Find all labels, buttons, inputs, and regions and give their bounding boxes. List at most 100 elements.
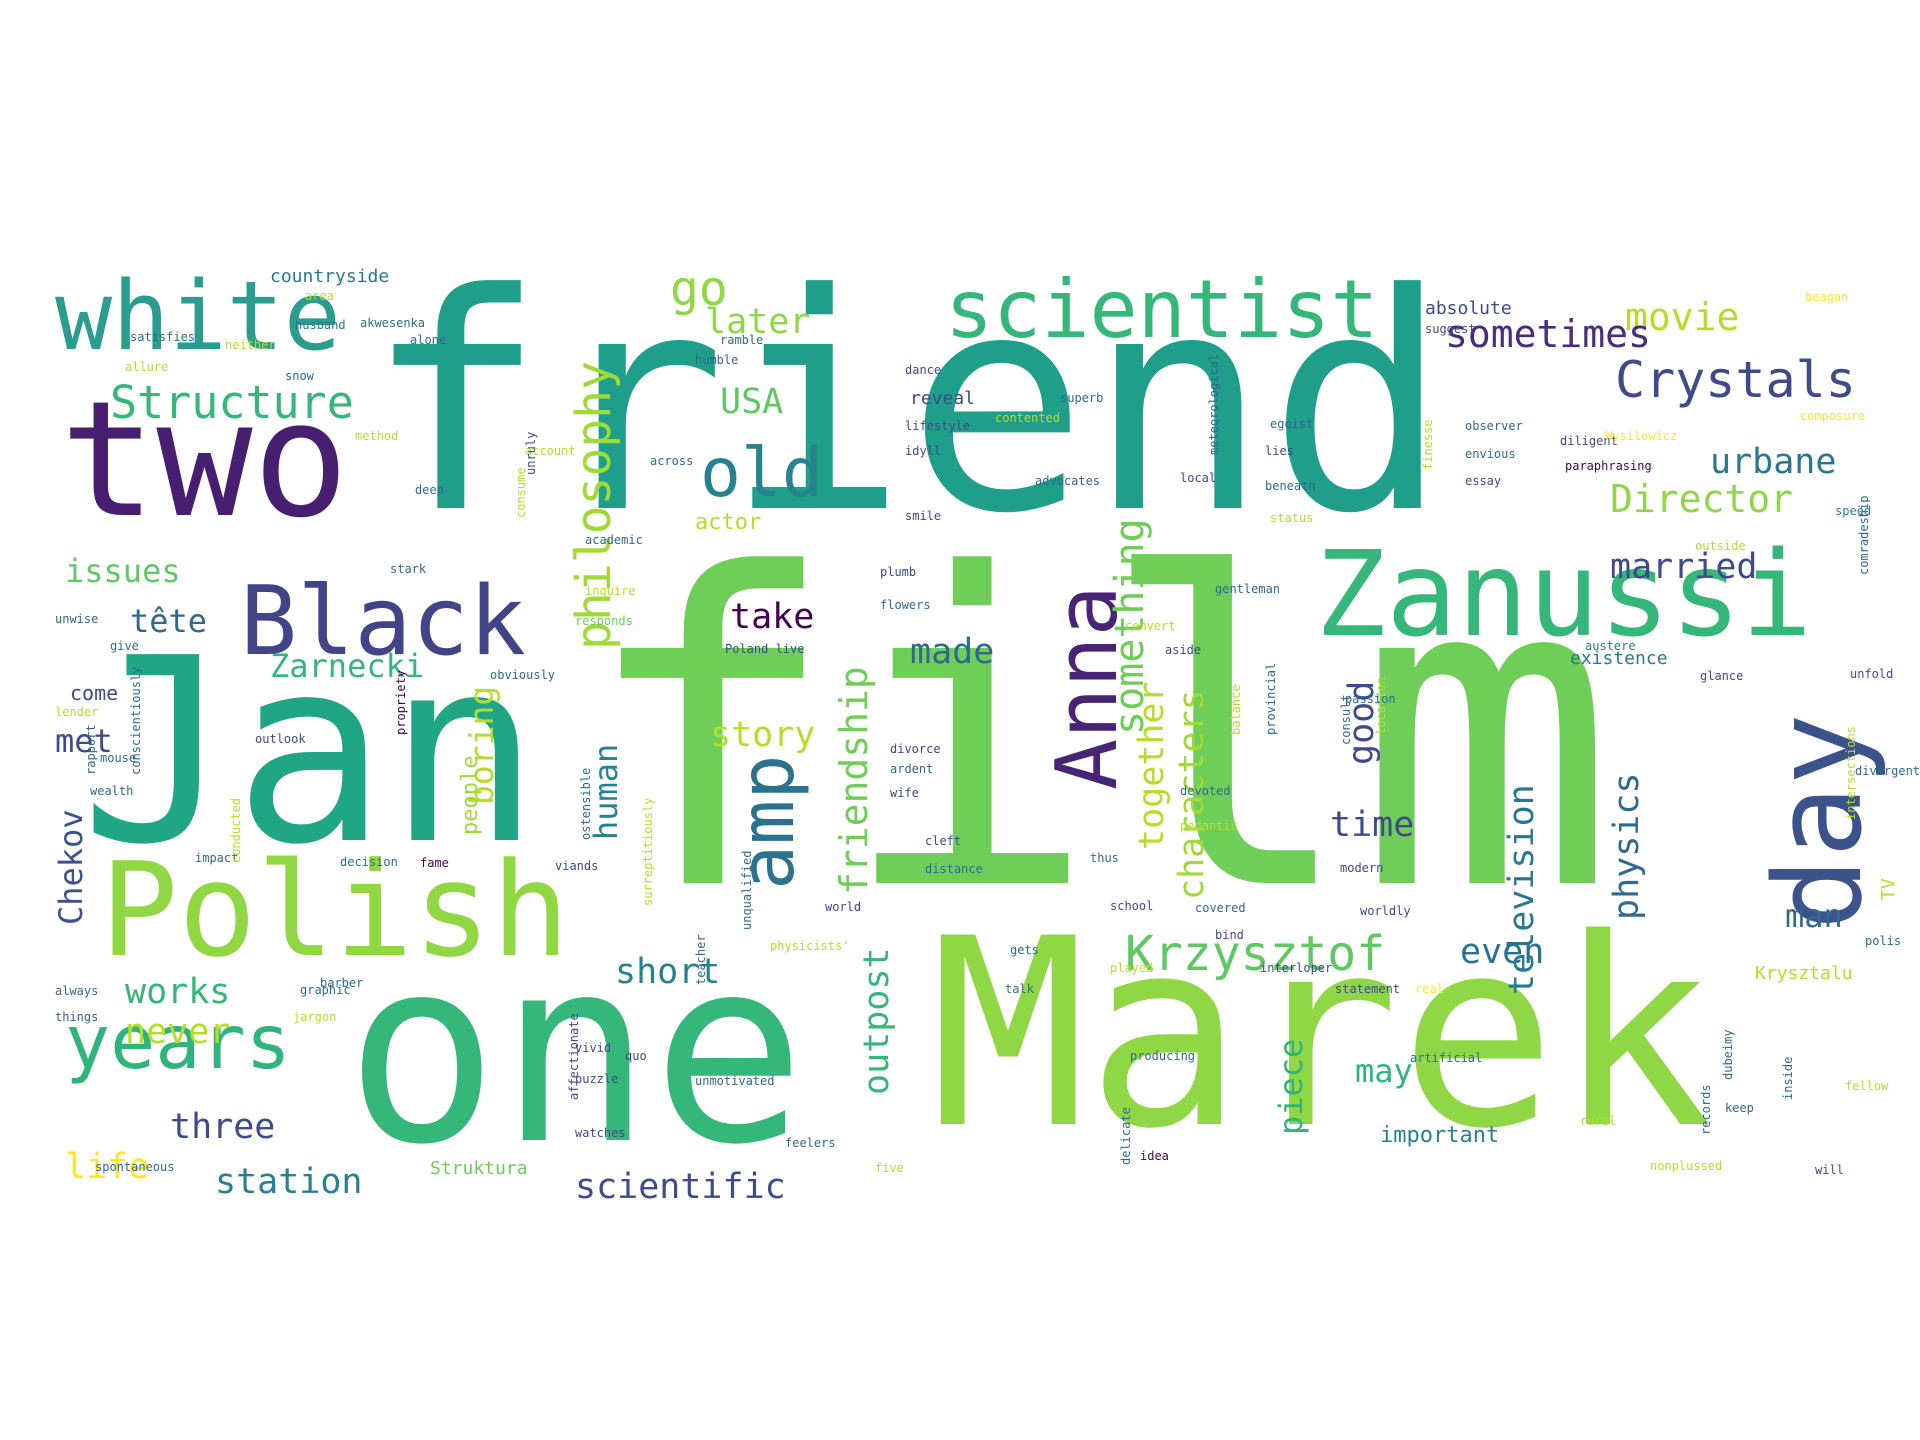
cloud-word: teacher: [694, 934, 708, 985]
cloud-word: paraphrasing: [1565, 459, 1652, 473]
cloud-word: existence: [1570, 648, 1668, 669]
cloud-word: austere: [1585, 639, 1636, 653]
cloud-word: finesse: [1421, 419, 1435, 470]
cloud-word: lies: [1265, 444, 1294, 458]
cloud-word: puzzle: [575, 1072, 619, 1086]
cloud-word: real: [1415, 982, 1444, 996]
cloud-word: Director: [1610, 477, 1794, 521]
cloud-word: watches: [575, 1126, 626, 1140]
cloud-word: distance: [925, 862, 983, 876]
cloud-word: world: [825, 900, 862, 914]
cloud-word: inside: [1781, 1056, 1795, 1100]
cloud-word: unmotivated: [695, 1074, 775, 1088]
cloud-word: tête: [130, 602, 208, 640]
cloud-word: unwise: [55, 612, 99, 626]
cloud-word: advocates: [1035, 474, 1101, 488]
cloud-word: USA: [720, 382, 784, 422]
cloud-word: three: [170, 1107, 276, 1147]
cloud-word: take: [730, 597, 815, 637]
cloud-word: scientific: [575, 1167, 786, 1207]
cloud-word: married: [1610, 547, 1758, 587]
cloud-word: flowers: [880, 598, 931, 612]
cloud-word: Chekov: [52, 809, 90, 925]
cloud-word: worldly: [1360, 904, 1411, 918]
cloud-word: outpost: [857, 947, 897, 1095]
cloud-word: quo: [625, 1049, 647, 1063]
cloud-word: account: [525, 444, 576, 458]
cloud-word: aside: [1165, 643, 1202, 657]
cloud-word: satisfies: [130, 330, 196, 344]
cloud-word: Wysilowicz: [1605, 429, 1678, 443]
cloud-word: method: [355, 429, 399, 443]
cloud-word: divorce: [890, 742, 941, 756]
cloud-word: never: [125, 1012, 231, 1052]
cloud-word: thus: [1090, 851, 1119, 865]
cloud-word: delicate: [1119, 1107, 1133, 1165]
cloud-word: two: [60, 366, 349, 553]
cloud-word: unruly: [524, 431, 538, 475]
cloud-word: made: [910, 632, 995, 672]
cloud-word: human: [587, 743, 625, 840]
cloud-word: responds: [575, 614, 633, 628]
cloud-word: met: [55, 722, 113, 760]
cloud-word: piece: [1272, 1038, 1310, 1135]
cloud-word: issues: [65, 552, 181, 590]
cloud-word: Polish: [100, 834, 570, 986]
cloud-word: things: [55, 1010, 99, 1024]
cloud-word: absolute: [1425, 298, 1512, 319]
cloud-word: man: [1785, 897, 1843, 935]
cloud-word: rural: [1580, 1114, 1617, 1128]
cloud-word: Jan: [80, 604, 541, 901]
cloud-word: ostensible: [579, 767, 593, 840]
cloud-word: jargon: [293, 1010, 337, 1024]
cloud-word: story: [710, 715, 816, 755]
cloud-word: decision: [340, 855, 398, 869]
cloud-word: polis: [1865, 934, 1902, 948]
cloud-word: snow: [285, 369, 314, 383]
cloud-word: friendship: [832, 666, 876, 895]
cloud-word: academic: [585, 533, 643, 547]
cloud-word: Krzysztof: [1125, 926, 1386, 982]
cloud-word: Krysztalu: [1755, 963, 1853, 984]
cloud-word: wife: [890, 786, 919, 800]
cloud-word: go: [670, 261, 728, 317]
cloud-word: always: [55, 984, 99, 998]
cloud-word: covered: [1195, 901, 1246, 915]
cloud-word: film: [580, 485, 1616, 985]
cloud-word: composure: [1800, 409, 1866, 423]
cloud-word: obviously: [490, 668, 556, 682]
cloud-word: allure: [125, 360, 169, 374]
cloud-word: later: [705, 302, 811, 342]
cloud-word: statement: [1335, 982, 1401, 996]
cloud-word: pedantic: [1180, 819, 1238, 833]
cloud-word: essay: [1465, 474, 1502, 488]
cloud-word: diligent: [1560, 434, 1618, 448]
cloud-word: beagan: [1805, 290, 1849, 304]
cloud-word: idyll: [905, 444, 942, 458]
cloud-word: people: [458, 755, 483, 835]
cloud-word: interloper: [1260, 961, 1333, 975]
cloud-word: devoted: [1180, 784, 1231, 798]
cloud-word: Poland live: [725, 642, 805, 656]
cloud-word: Crystals: [1615, 351, 1856, 409]
cloud-word: time: [1330, 805, 1415, 845]
cloud-word: viands: [555, 859, 599, 873]
cloud-word: smile: [905, 509, 942, 523]
cloud-word: cleft: [925, 834, 962, 848]
cloud-word: producing: [1130, 1049, 1196, 1063]
cloud-word: even: [1460, 932, 1545, 972]
cloud-word: barber: [320, 976, 364, 990]
cloud-word: friend: [365, 230, 1449, 579]
cloud-word: unqualified: [740, 850, 754, 930]
cloud-word: actor: [695, 510, 762, 535]
cloud-word: affectionate: [567, 1013, 581, 1100]
cloud-word: life: [65, 1147, 150, 1187]
cloud-word: fame: [420, 856, 449, 870]
cloud-word: Marek: [930, 884, 1713, 1186]
cloud-word: plumb: [880, 565, 917, 579]
cloud-word: outside: [1695, 539, 1746, 553]
cloud-word: comradeship: [1857, 495, 1871, 575]
cloud-word: spontaneous: [95, 1160, 175, 1174]
cloud-word: idea: [1140, 1149, 1169, 1163]
cloud-word: contented: [995, 411, 1061, 425]
